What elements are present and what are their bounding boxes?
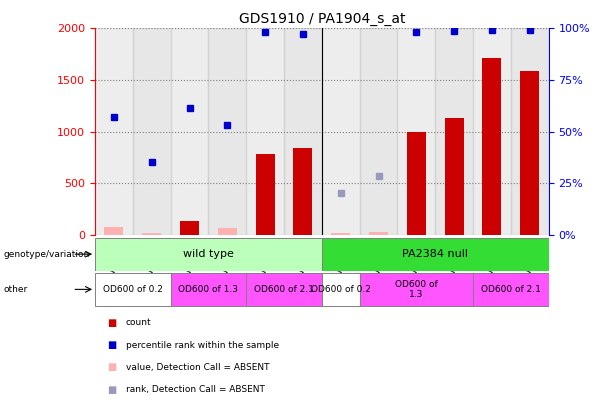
Text: ■: ■ — [107, 362, 116, 372]
Bar — [435, 28, 473, 235]
Bar — [246, 273, 322, 306]
Text: OD600 of 0.2: OD600 of 0.2 — [311, 285, 371, 294]
Text: value, Detection Call = ABSENT: value, Detection Call = ABSENT — [126, 363, 269, 372]
Text: count: count — [126, 318, 151, 327]
Text: OD600 of 1.3: OD600 of 1.3 — [178, 285, 238, 294]
Bar — [331, 233, 350, 235]
Text: ■: ■ — [107, 318, 116, 328]
Bar — [284, 28, 322, 235]
Bar — [170, 28, 208, 235]
Bar — [520, 71, 539, 235]
Bar — [218, 228, 237, 235]
Bar — [256, 154, 275, 235]
Bar — [322, 238, 549, 271]
Bar — [95, 238, 322, 271]
Bar — [133, 28, 170, 235]
Text: OD600 of 2.1: OD600 of 2.1 — [254, 285, 314, 294]
Bar — [397, 28, 435, 235]
Text: OD600 of 0.2: OD600 of 0.2 — [103, 285, 163, 294]
Bar — [246, 28, 284, 235]
Bar — [482, 58, 501, 235]
Text: ■: ■ — [107, 385, 116, 394]
Text: genotype/variation: genotype/variation — [3, 249, 89, 259]
Bar — [473, 28, 511, 235]
Bar — [444, 118, 463, 235]
Bar — [95, 273, 170, 306]
Text: rank, Detection Call = ABSENT: rank, Detection Call = ABSENT — [126, 385, 265, 394]
Bar — [208, 28, 246, 235]
Bar — [369, 232, 388, 235]
Bar — [511, 28, 549, 235]
Bar — [180, 222, 199, 235]
Bar — [170, 273, 246, 306]
Bar — [142, 233, 161, 235]
Bar — [322, 273, 360, 306]
Text: other: other — [3, 285, 28, 294]
Text: OD600 of 2.1: OD600 of 2.1 — [481, 285, 541, 294]
Text: OD600 of
1.3: OD600 of 1.3 — [395, 280, 438, 299]
Text: wild type: wild type — [183, 249, 234, 259]
Bar — [360, 28, 397, 235]
Text: ■: ■ — [107, 340, 116, 350]
Bar — [407, 132, 426, 235]
Title: GDS1910 / PA1904_s_at: GDS1910 / PA1904_s_at — [238, 12, 405, 26]
Bar — [104, 227, 123, 235]
Bar — [322, 28, 360, 235]
Bar — [473, 273, 549, 306]
Text: percentile rank within the sample: percentile rank within the sample — [126, 341, 279, 350]
Bar — [95, 28, 133, 235]
Bar — [294, 148, 313, 235]
Text: PA2384 null: PA2384 null — [402, 249, 468, 259]
Bar — [360, 273, 473, 306]
